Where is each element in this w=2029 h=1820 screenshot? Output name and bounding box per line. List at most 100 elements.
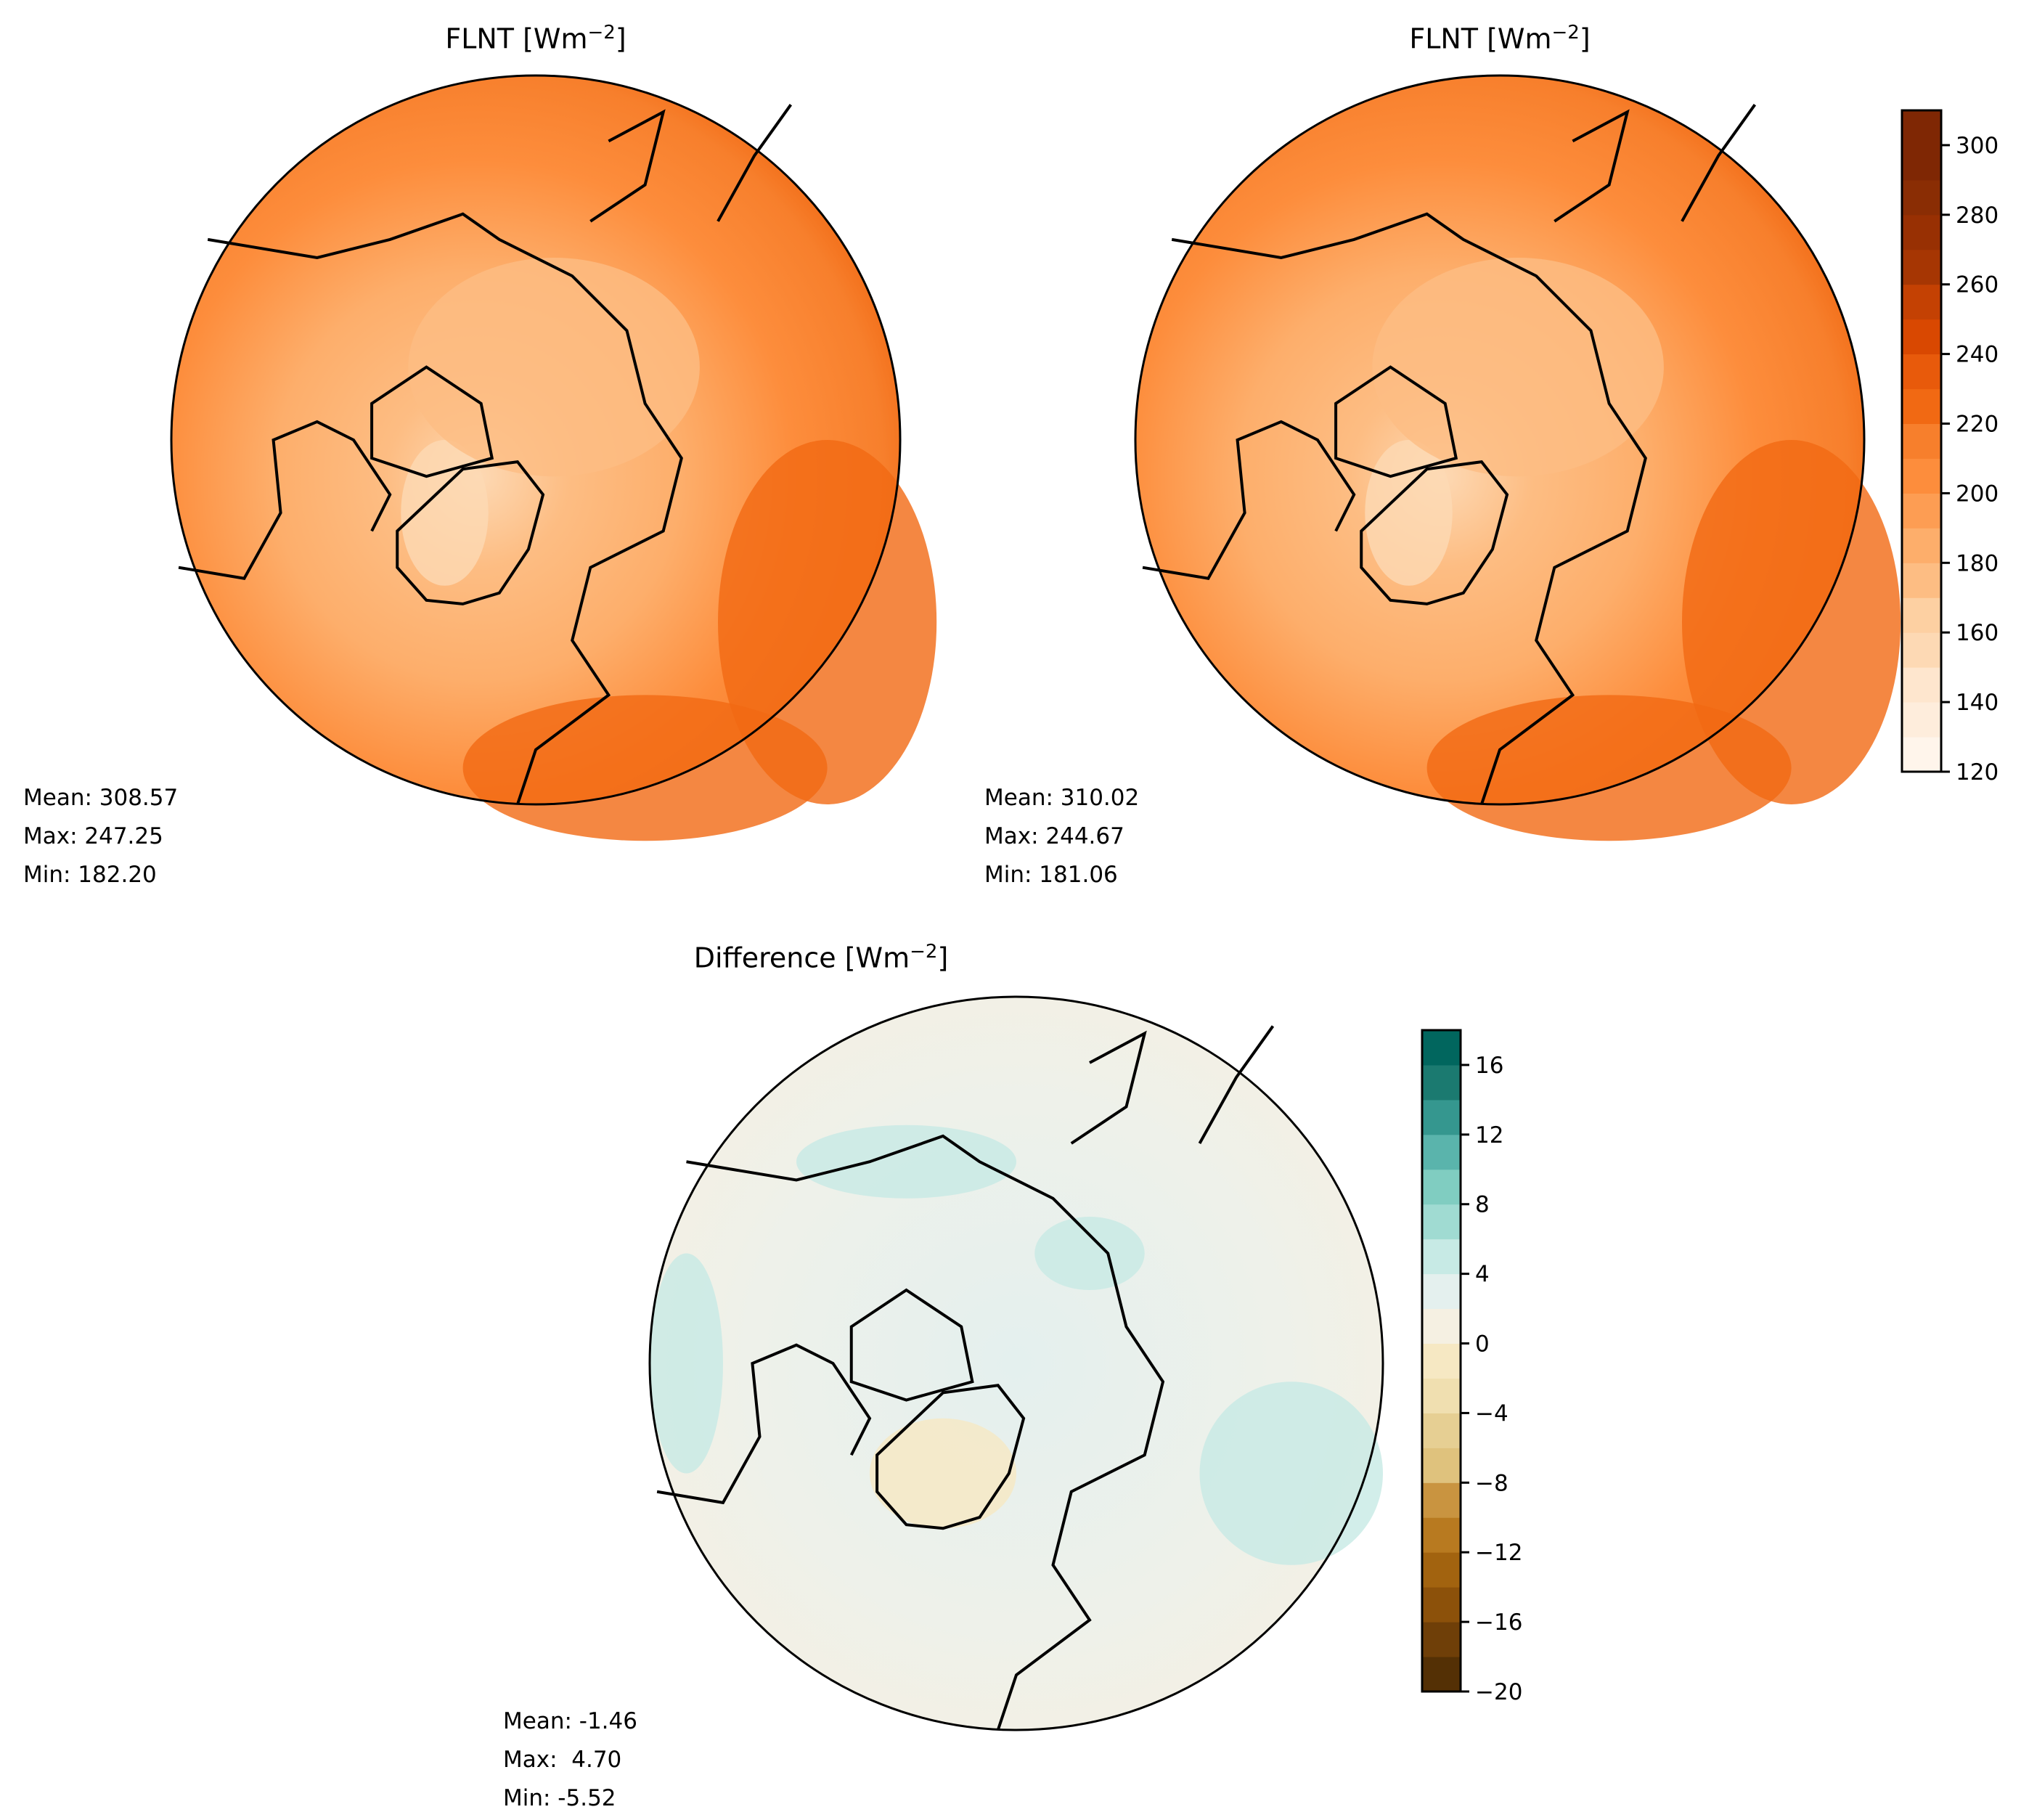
coastline-canada-islands xyxy=(1334,365,1458,478)
colorbar-diff-bin xyxy=(1422,1552,1461,1588)
colorbar-diff-bin xyxy=(1422,1099,1461,1135)
colorbar-diff-bin xyxy=(1422,1343,1461,1379)
colorbar-flnt-tick-label: 120 xyxy=(1956,759,1999,785)
map1-boundary xyxy=(170,74,902,806)
coastline-north-america xyxy=(1142,420,1356,580)
coastline-greenland xyxy=(875,1384,1026,1530)
colorbar-diff-tick-label: 16 xyxy=(1475,1053,1503,1079)
colorbar-flnt-tick-label: 160 xyxy=(1956,620,1999,646)
colorbar-diff-bin xyxy=(1422,1204,1461,1240)
colorbar-diff-bin xyxy=(1422,1622,1461,1657)
colorbar-flnt-bin xyxy=(1902,423,1941,459)
colorbar-flnt-tick-label: 200 xyxy=(1956,481,1999,507)
colorbar-flnt-bin xyxy=(1902,319,1941,355)
map2-title: FLNT [Wm−2] xyxy=(1409,22,1591,55)
coastline-siberia xyxy=(1198,1025,1275,1144)
colorbar-diff-bin xyxy=(1422,1378,1461,1413)
colorbar-diff-tick-label: 12 xyxy=(1475,1122,1503,1148)
diff-map-contour-region xyxy=(1034,1217,1145,1290)
colorbar-flnt-bin xyxy=(1902,597,1941,633)
coastline-greenland xyxy=(1360,460,1509,605)
colorbar-flnt-bin xyxy=(1902,110,1941,146)
colorbar-flnt-bin xyxy=(1902,179,1941,216)
colorbar-diff-tick-label: −20 xyxy=(1475,1679,1522,1705)
colorbar-flnt-bin xyxy=(1902,249,1941,285)
colorbar-diff-bin xyxy=(1422,1239,1461,1275)
map1-max: Max: 247.25 xyxy=(23,823,163,849)
colorbar-flnt-tick-label: 300 xyxy=(1956,133,1999,159)
colorbar-diff-bin xyxy=(1422,1169,1461,1205)
map1 xyxy=(170,74,937,841)
diff-map xyxy=(648,995,1384,1731)
map1-mean: Mean: 308.57 xyxy=(23,785,179,811)
coastline-novaya-zemlya xyxy=(1070,1030,1147,1145)
diff-map-boundary xyxy=(648,995,1384,1731)
colorbar-diff-tick-label: 4 xyxy=(1475,1262,1490,1288)
colorbar-diff-tick-label: 8 xyxy=(1475,1192,1490,1218)
map2-mean: Mean: 310.02 xyxy=(984,785,1140,811)
colorbar-diff-bin xyxy=(1422,1517,1461,1553)
colorbar-flnt-bin xyxy=(1902,667,1941,703)
diff-map-contour-region xyxy=(650,1253,723,1474)
colorbar-diff-bin xyxy=(1422,1134,1461,1170)
colorbar-flnt-bin xyxy=(1902,144,1941,181)
colorbar-flnt-bin xyxy=(1902,528,1941,563)
colorbar-flnt-bin xyxy=(1902,458,1941,494)
map1-contour-region xyxy=(408,258,700,477)
colorbar-diff-bin xyxy=(1422,1482,1461,1518)
map2-boundary xyxy=(1134,74,1866,806)
map1-title: FLNT [Wm−2] xyxy=(445,22,626,55)
colorbar-diff-bin xyxy=(1422,1064,1461,1101)
diff-map-contour-region xyxy=(1199,1382,1383,1565)
map2-contour-region xyxy=(1682,440,1901,804)
coastline-eurasia xyxy=(1171,212,1647,805)
colorbar-flnt-tick-label: 260 xyxy=(1956,272,1999,298)
colorbar-diff-tick-label: −4 xyxy=(1475,1400,1509,1427)
coastline-siberia xyxy=(717,103,793,222)
coastline-novaya-zemlya xyxy=(589,109,666,223)
diff-map-contour-region xyxy=(870,1418,1016,1529)
colorbar-flnt-bin xyxy=(1902,632,1941,668)
colorbar-flnt-tick-label: 280 xyxy=(1956,203,1999,229)
map1-contour-region xyxy=(718,440,937,804)
map2 xyxy=(1134,74,1901,841)
colorbar-flnt-bin xyxy=(1902,493,1941,529)
colorbar-diff-frame xyxy=(1421,1029,1462,1693)
coastline-novaya-zemlya xyxy=(1554,109,1630,223)
colorbar-diff-bin xyxy=(1422,1308,1461,1344)
colorbar-flnt-tick-label: 220 xyxy=(1956,412,1999,438)
diff-mean: Mean: -1.46 xyxy=(503,1708,637,1734)
colorbar-diff-bin xyxy=(1422,1273,1461,1310)
colorbar-flnt-bin xyxy=(1902,702,1941,738)
coastline-eurasia xyxy=(207,212,683,805)
map2-min: Min: 181.06 xyxy=(984,862,1118,888)
coastline-north-america xyxy=(178,420,392,580)
colorbar-flnt-bin xyxy=(1902,354,1941,390)
diff-max: Max: 4.70 xyxy=(503,1747,622,1773)
coastline-canada-islands xyxy=(370,365,494,478)
colorbar-diff-bin xyxy=(1422,1587,1461,1623)
map1-min: Min: 182.20 xyxy=(23,862,157,888)
colorbar-diff-bin xyxy=(1422,1413,1461,1448)
coastline-eurasia xyxy=(686,1134,1165,1731)
colorbar-diff-tick-label: −8 xyxy=(1475,1470,1509,1496)
colorbar-flnt-tick-label: 240 xyxy=(1956,342,1999,368)
diff-map-field xyxy=(650,997,1383,1730)
diff-title: Difference [Wm−2] xyxy=(693,941,949,974)
map2-stats: Mean: 310.02 Max: 244.67 Min: 181.06 xyxy=(984,779,1139,894)
colorbar-flnt-bin xyxy=(1902,388,1941,425)
diff-min: Min: -5.52 xyxy=(503,1785,616,1811)
colorbar-flnt-tick-label: 140 xyxy=(1956,690,1999,716)
colorbar-flnt-bin xyxy=(1902,737,1941,772)
colorbar-flnt-bin xyxy=(1902,284,1941,320)
coastline-greenland xyxy=(396,460,545,605)
map2-max: Max: 244.67 xyxy=(984,823,1124,849)
colorbar-flnt-frame xyxy=(1901,109,1943,773)
colorbar-diff-bin xyxy=(1422,1657,1461,1692)
map1-stats: Mean: 308.57 Max: 247.25 Min: 182.20 xyxy=(23,779,178,894)
colorbar-flnt-bin xyxy=(1902,563,1941,598)
colorbar-diff-bin xyxy=(1422,1030,1461,1066)
coastline-siberia xyxy=(1681,103,1757,222)
coastline-north-america xyxy=(656,1343,872,1505)
